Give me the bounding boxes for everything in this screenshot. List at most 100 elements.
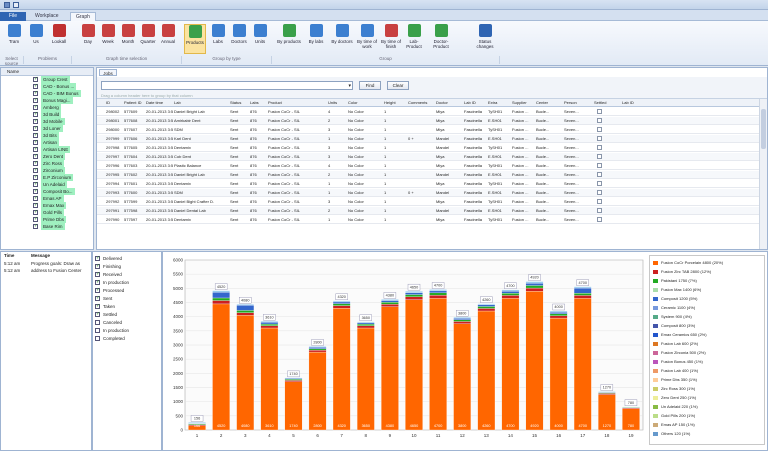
ribbon-button-by-doctors[interactable]: By doctors xyxy=(330,24,354,54)
tree-item-checkbox[interactable] xyxy=(33,125,38,132)
save-icon[interactable] xyxy=(4,2,10,8)
column-header[interactable]: Patient ID xyxy=(124,100,142,105)
status-filter-item[interactable]: Settled xyxy=(95,311,117,318)
column-header[interactable]: Supplier xyxy=(512,100,527,105)
tree-item-checkbox[interactable] xyxy=(33,83,38,90)
settled-checkbox[interactable] xyxy=(597,145,602,150)
tree-item[interactable]: Prime Dbs xyxy=(1,216,93,223)
tree-item[interactable]: 3d Build xyxy=(1,111,93,118)
table-row[interactable]: 297995 577602 20-01-2013 3:58:05 PMDaniel … xyxy=(97,171,759,179)
tree-item[interactable]: 3d Loner xyxy=(1,125,93,132)
settled-checkbox[interactable] xyxy=(597,208,602,213)
tree-item[interactable]: Emas AP xyxy=(1,195,93,202)
status-filter-checkbox[interactable] xyxy=(95,287,100,294)
table-row[interactable]: 297997 577604 20-01-2013 3:58:05 PMCob Den… xyxy=(97,153,759,161)
status-filter-checkbox[interactable] xyxy=(95,295,100,302)
ribbon-button-status-changes[interactable]: Status changes xyxy=(472,24,498,54)
table-row[interactable]: 297994 577601 20-01-2013 3:58:05 PMDentami… xyxy=(97,180,759,188)
tree-item-checkbox[interactable] xyxy=(33,132,38,139)
table-row[interactable]: 297990 577597 20-01-2013 3:58:05 PMDentami… xyxy=(97,216,759,224)
table-row[interactable]: 297991 577598 20-01-2013 3:58:05 PMDaniel … xyxy=(97,207,759,215)
tree-item[interactable]: Zero Dent xyxy=(1,153,93,160)
status-filter-item[interactable]: Completed xyxy=(95,335,125,342)
tab-jobs[interactable]: Jobs xyxy=(99,69,117,76)
tree-item-checkbox[interactable] xyxy=(33,90,38,97)
tree-item-checkbox[interactable] xyxy=(33,76,38,83)
tree-item[interactable]: Artisan LINE xyxy=(1,146,93,153)
tree-item[interactable]: 3d Mobile xyxy=(1,118,93,125)
table-row[interactable]: 297999 577606 20-01-2013 3:58:05 PMKarl De… xyxy=(97,135,759,143)
tree-item-checkbox[interactable] xyxy=(33,209,38,216)
status-filter-checkbox[interactable] xyxy=(95,320,100,325)
status-filter-item[interactable]: Processed xyxy=(95,287,124,294)
tree-item-checkbox[interactable] xyxy=(33,153,38,160)
status-filter-checkbox[interactable] xyxy=(95,271,100,278)
column-header[interactable]: Center xyxy=(536,100,549,105)
tree-item-checkbox[interactable] xyxy=(33,223,38,230)
tree-item[interactable]: Un Adelaid xyxy=(1,181,93,188)
status-filter-checkbox[interactable] xyxy=(95,311,100,318)
tree-item-checkbox[interactable] xyxy=(33,139,38,146)
tree-item[interactable]: Emax Max xyxy=(1,202,93,209)
ribbon-button-day[interactable]: Day xyxy=(78,24,98,54)
ribbon-button-lab-product[interactable]: Lab-Product xyxy=(402,24,426,54)
tree-item[interactable]: Base Rim xyxy=(1,223,93,230)
status-filter-item[interactable]: In production xyxy=(95,327,129,334)
status-filter-item[interactable]: Received xyxy=(95,271,122,278)
status-filter-item[interactable]: Delivered xyxy=(95,255,122,262)
status-filter-checkbox[interactable] xyxy=(95,328,100,333)
tree-item[interactable]: Zirconium xyxy=(1,167,93,174)
ribbon-button-lookall[interactable]: Lookall xyxy=(48,24,70,54)
ribbon-button-labs[interactable]: Labs xyxy=(208,24,228,54)
settled-checkbox[interactable] xyxy=(597,136,602,141)
ribbon-button-by-products[interactable]: By products xyxy=(276,24,302,54)
ribbon-button-doctors[interactable]: Doctors xyxy=(228,24,250,54)
tree-item-checkbox[interactable] xyxy=(33,97,38,104)
table-row[interactable]: 298000 577607 20-01-2013 3:58:05 PMSDM Sent… xyxy=(97,126,759,134)
settled-checkbox[interactable] xyxy=(597,127,602,132)
column-header[interactable]: Height xyxy=(384,100,396,105)
tree-item[interactable]: E.P Zirconium xyxy=(1,174,93,181)
status-filter-item[interactable]: Canceled xyxy=(95,319,122,326)
settled-checkbox[interactable] xyxy=(597,109,602,114)
tree-item[interactable]: Group Crest xyxy=(1,76,93,83)
table-row[interactable]: 297996 577603 20-01-2013 3:58:05 PMPlastic… xyxy=(97,162,759,170)
settled-checkbox[interactable] xyxy=(597,181,602,186)
tree-item[interactable]: Artisan xyxy=(1,139,93,146)
tree-item-checkbox[interactable] xyxy=(33,174,38,181)
column-header[interactable]: Lab ID xyxy=(622,100,634,105)
tree-item-checkbox[interactable] xyxy=(33,118,38,125)
status-filter-item[interactable]: In production xyxy=(95,279,129,286)
column-header[interactable]: Doctor xyxy=(436,100,448,105)
table-row[interactable]: 297998 577605 20-01-2013 3:58:05 PMDentami… xyxy=(97,144,759,152)
tree-item-checkbox[interactable] xyxy=(33,216,38,223)
tree-item-checkbox[interactable] xyxy=(33,104,38,111)
column-header[interactable]: Date time xyxy=(146,100,164,105)
settled-checkbox[interactable] xyxy=(597,118,602,123)
tree-item-checkbox[interactable] xyxy=(33,188,38,195)
tree-item[interactable]: CAD - Bonus ... xyxy=(1,83,93,90)
job-filter-select[interactable]: ▾ xyxy=(101,81,353,90)
column-header[interactable]: Labs xyxy=(250,100,259,105)
settled-checkbox[interactable] xyxy=(597,217,602,222)
settled-checkbox[interactable] xyxy=(597,154,602,159)
status-filter-checkbox[interactable] xyxy=(95,303,100,310)
column-header[interactable]: Units xyxy=(328,100,338,105)
ribbon-button-by-time-of-work[interactable]: By time of work xyxy=(356,24,378,54)
tree-item[interactable]: 3d Bits xyxy=(1,132,93,139)
settled-checkbox[interactable] xyxy=(597,172,602,177)
ribbon-button-by-time-of-finish[interactable]: By time of finish xyxy=(380,24,402,54)
tree-item[interactable]: Amberg xyxy=(1,104,93,111)
tree-item-checkbox[interactable] xyxy=(33,195,38,202)
settled-checkbox[interactable] xyxy=(597,190,602,195)
ribbon-button-doctor-product[interactable]: Doctor-Product xyxy=(428,24,454,54)
status-filter-checkbox[interactable] xyxy=(95,336,100,341)
status-filter-item[interactable]: Finishing xyxy=(95,263,121,270)
column-header[interactable]: Lab xyxy=(174,100,181,105)
status-filter-item[interactable]: Taken xyxy=(95,303,115,310)
tree-item-checkbox[interactable] xyxy=(33,181,38,188)
column-header[interactable]: Color xyxy=(348,100,358,105)
status-filter-checkbox[interactable] xyxy=(95,263,100,270)
column-header[interactable]: Person xyxy=(564,100,577,105)
ribbon-button-annual[interactable]: Annual xyxy=(158,24,178,54)
